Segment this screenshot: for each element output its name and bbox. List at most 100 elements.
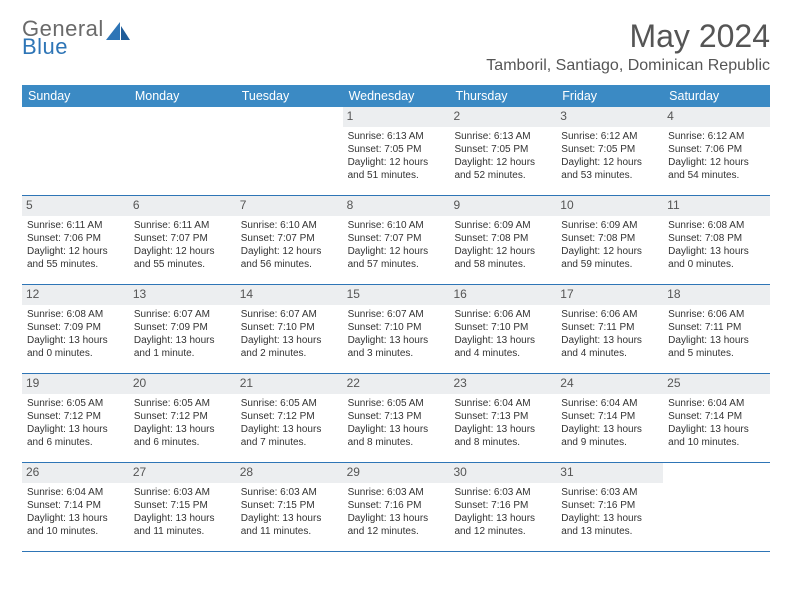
- sunset-text: Sunset: 7:08 PM: [668, 232, 765, 245]
- daylight-text: Daylight: 12 hours and 56 minutes.: [241, 245, 338, 271]
- sunset-text: Sunset: 7:13 PM: [348, 410, 445, 423]
- weeks-container: 1 Sunrise: 6:13 AM Sunset: 7:05 PM Daylight…: [22, 107, 770, 552]
- day-number: 6: [129, 196, 236, 216]
- day-number: 7: [236, 196, 343, 216]
- sunrise-text: Sunrise: 6:08 AM: [668, 219, 765, 232]
- sunset-text: Sunset: 7:05 PM: [454, 143, 551, 156]
- logo-word-2: Blue: [22, 36, 104, 58]
- day-number: 17: [556, 285, 663, 305]
- sunrise-text: Sunrise: 6:10 AM: [241, 219, 338, 232]
- sunrise-text: Sunrise: 6:06 AM: [668, 308, 765, 321]
- sunrise-text: Sunrise: 6:09 AM: [561, 219, 658, 232]
- sunset-text: Sunset: 7:07 PM: [241, 232, 338, 245]
- daylight-text: Daylight: 13 hours and 2 minutes.: [241, 334, 338, 360]
- day-cell: 22Sunrise: 6:05 AMSunset: 7:13 PMDayligh…: [343, 374, 450, 462]
- location-subtitle: Tamboril, Santiago, Dominican Republic: [486, 57, 770, 75]
- weekday-header: Thursday: [449, 85, 556, 107]
- day-cell: 24Sunrise: 6:04 AMSunset: 7:14 PMDayligh…: [556, 374, 663, 462]
- day-cell: [22, 107, 129, 195]
- weekday-header: Saturday: [663, 85, 770, 107]
- day-number: 27: [129, 463, 236, 483]
- daylight-text: Daylight: 13 hours and 8 minutes.: [348, 423, 445, 449]
- daylight-text: Daylight: 13 hours and 11 minutes.: [241, 512, 338, 538]
- sunrise-text: Sunrise: 6:06 AM: [454, 308, 551, 321]
- daylight-text: Daylight: 12 hours and 55 minutes.: [134, 245, 231, 271]
- day-cell: 19Sunrise: 6:05 AMSunset: 7:12 PMDayligh…: [22, 374, 129, 462]
- day-number: 23: [449, 374, 556, 394]
- day-cell: 25Sunrise: 6:04 AMSunset: 7:14 PMDayligh…: [663, 374, 770, 462]
- day-number: 22: [343, 374, 450, 394]
- sunrise-text: Sunrise: 6:04 AM: [27, 486, 124, 499]
- day-number: 15: [343, 285, 450, 305]
- week-row: 26Sunrise: 6:04 AMSunset: 7:14 PMDayligh…: [22, 463, 770, 552]
- day-cell: 4Sunrise: 6:12 AMSunset: 7:06 PMDaylight…: [663, 107, 770, 195]
- sunrise-text: Sunrise: 6:05 AM: [27, 397, 124, 410]
- sunset-text: Sunset: 7:11 PM: [668, 321, 765, 334]
- sunrise-text: Sunrise: 6:07 AM: [134, 308, 231, 321]
- sunset-text: Sunset: 7:11 PM: [561, 321, 658, 334]
- sunrise-text: Sunrise: 6:04 AM: [561, 397, 658, 410]
- day-cell: 2Sunrise: 6:13 AMSunset: 7:05 PMDaylight…: [449, 107, 556, 195]
- day-cell: 14Sunrise: 6:07 AMSunset: 7:10 PMDayligh…: [236, 285, 343, 373]
- day-cell: 15Sunrise: 6:07 AMSunset: 7:10 PMDayligh…: [343, 285, 450, 373]
- sunrise-text: Sunrise: 6:11 AM: [134, 219, 231, 232]
- day-cell: 21Sunrise: 6:05 AMSunset: 7:12 PMDayligh…: [236, 374, 343, 462]
- sunset-text: Sunset: 7:08 PM: [454, 232, 551, 245]
- sunrise-text: Sunrise: 6:03 AM: [241, 486, 338, 499]
- day-number: 26: [22, 463, 129, 483]
- header-bar: General Blue May 2024 Tamboril, Santiago…: [22, 18, 770, 75]
- sunset-text: Sunset: 7:07 PM: [348, 232, 445, 245]
- day-cell: 17Sunrise: 6:06 AMSunset: 7:11 PMDayligh…: [556, 285, 663, 373]
- daylight-text: Daylight: 13 hours and 13 minutes.: [561, 512, 658, 538]
- daylight-text: Daylight: 13 hours and 12 minutes.: [348, 512, 445, 538]
- day-cell: 30Sunrise: 6:03 AMSunset: 7:16 PMDayligh…: [449, 463, 556, 551]
- sunrise-text: Sunrise: 6:03 AM: [561, 486, 658, 499]
- sunrise-text: Sunrise: 6:12 AM: [561, 130, 658, 143]
- day-cell: 27Sunrise: 6:03 AMSunset: 7:15 PMDayligh…: [129, 463, 236, 551]
- day-cell: 8Sunrise: 6:10 AMSunset: 7:07 PMDaylight…: [343, 196, 450, 284]
- day-cell: [663, 463, 770, 551]
- day-number: 1: [343, 107, 450, 127]
- sunset-text: Sunset: 7:10 PM: [348, 321, 445, 334]
- sunset-text: Sunset: 7:15 PM: [241, 499, 338, 512]
- sunrise-text: Sunrise: 6:04 AM: [454, 397, 551, 410]
- day-cell: 31Sunrise: 6:03 AMSunset: 7:16 PMDayligh…: [556, 463, 663, 551]
- daylight-text: Daylight: 12 hours and 51 minutes.: [348, 156, 445, 182]
- week-row: 12 Sunrise: 6:08 AM Sunset: 7:09 PM Dayligh…: [22, 285, 770, 374]
- sunrise-text: Sunrise: 6:05 AM: [241, 397, 338, 410]
- sunset-text: Sunset: 7:10 PM: [241, 321, 338, 334]
- sunset-text: Sunset: 7:06 PM: [27, 232, 124, 245]
- day-number: 30: [449, 463, 556, 483]
- daylight-text: Daylight: 13 hours and 11 minutes.: [134, 512, 231, 538]
- day-cell: 11Sunrise: 6:08 AMSunset: 7:08 PMDayligh…: [663, 196, 770, 284]
- day-cell: 29Sunrise: 6:03 AMSunset: 7:16 PMDayligh…: [343, 463, 450, 551]
- day-cell: 1Sunrise: 6:13 AMSunset: 7:05 PMDaylight…: [343, 107, 450, 195]
- day-number: 19: [22, 374, 129, 394]
- weekday-header: Monday: [129, 85, 236, 107]
- sunset-text: Sunset: 7:15 PM: [134, 499, 231, 512]
- day-number: 20: [129, 374, 236, 394]
- day-number: 29: [343, 463, 450, 483]
- day-number: 28: [236, 463, 343, 483]
- day-cell: [129, 107, 236, 195]
- daylight-text: Daylight: 13 hours and 0 minutes.: [27, 334, 124, 360]
- sunset-text: Sunset: 7:10 PM: [454, 321, 551, 334]
- daylight-text: Daylight: 13 hours and 12 minutes.: [454, 512, 551, 538]
- day-cell: 13Sunrise: 6:07 AMSunset: 7:09 PMDayligh…: [129, 285, 236, 373]
- day-cell: 18Sunrise: 6:06 AMSunset: 7:11 PMDayligh…: [663, 285, 770, 373]
- sunrise-text: Sunrise: 6:13 AM: [348, 130, 445, 143]
- sunset-text: Sunset: 7:14 PM: [561, 410, 658, 423]
- sunrise-text: Sunrise: 6:10 AM: [348, 219, 445, 232]
- day-number: 9: [449, 196, 556, 216]
- day-number: 25: [663, 374, 770, 394]
- sunset-text: Sunset: 7:16 PM: [561, 499, 658, 512]
- day-number: 4: [663, 107, 770, 127]
- daylight-text: Daylight: 12 hours and 57 minutes.: [348, 245, 445, 271]
- weekday-header-row: SundayMondayTuesdayWednesdayThursdayFrid…: [22, 85, 770, 107]
- day-number: 12: [22, 285, 129, 305]
- sunset-text: Sunset: 7:09 PM: [134, 321, 231, 334]
- brand-logo: General Blue: [22, 18, 132, 58]
- sunset-text: Sunset: 7:05 PM: [561, 143, 658, 156]
- daylight-text: Daylight: 13 hours and 9 minutes.: [561, 423, 658, 449]
- sunrise-text: Sunrise: 6:08 AM: [27, 308, 124, 321]
